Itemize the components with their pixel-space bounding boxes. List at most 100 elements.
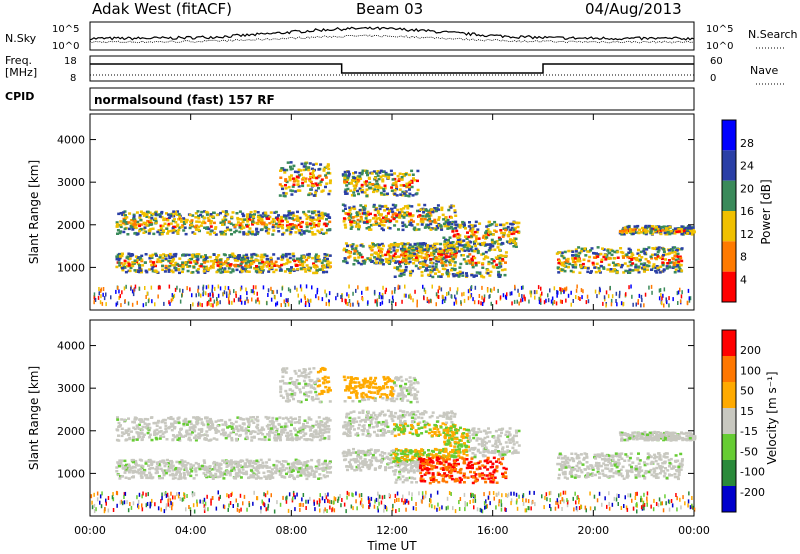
- power-echo-cell: [419, 255, 423, 258]
- velocity-echo-cell: [218, 475, 222, 478]
- velocity-echo-cell: [321, 468, 325, 471]
- power-echo-cell: [464, 235, 467, 238]
- power-echo-cell: [458, 223, 462, 227]
- power-echo-cell: [450, 204, 454, 207]
- power-echo-cell: [429, 222, 433, 226]
- power-echo-cell: [400, 178, 404, 181]
- power-echo-cell: [317, 210, 321, 214]
- power-echo-cell: [119, 220, 123, 223]
- power-scatter-cell: [686, 301, 689, 306]
- velocity-echo-cell: [255, 459, 259, 462]
- power-echo-cell: [410, 205, 414, 208]
- power-echo-cell: [186, 269, 190, 273]
- power-scatter-cell: [376, 298, 379, 303]
- power-echo-cell: [150, 217, 154, 220]
- power-scatter-cell: [235, 291, 237, 296]
- velocity-echo-cell: [299, 462, 303, 466]
- power-echo-cell: [505, 221, 509, 225]
- velocity-echo-cell: [148, 436, 152, 439]
- power-echo-cell: [159, 232, 163, 235]
- power-echo-cell: [382, 244, 385, 248]
- velocity-echo-cell: [327, 462, 331, 465]
- velocity-echo-cell: [187, 436, 191, 439]
- power-echo-cell: [361, 169, 365, 172]
- power-echo-cell: [312, 163, 316, 166]
- velocity-echo-cell: [249, 459, 253, 463]
- power-echo-cell: [173, 225, 177, 229]
- power-echo-cell: [463, 249, 467, 252]
- velocity-echo-cell: [211, 426, 215, 429]
- power-echo-cell: [437, 275, 441, 278]
- power-echo-cell: [224, 214, 228, 217]
- power-echo-cell: [287, 210, 291, 213]
- power-echo-cell: [236, 254, 240, 258]
- velocity-echo-cell: [325, 420, 329, 424]
- power-echo-cell: [500, 268, 504, 272]
- power-scatter-cell: [576, 284, 578, 289]
- power-echo-cell: [411, 173, 415, 176]
- velocity-echo-cell: [219, 432, 223, 436]
- power-echo-cell: [571, 250, 575, 253]
- power-echo-cell: [139, 210, 143, 213]
- power-echo-cell: [303, 267, 307, 271]
- power-echo-cell: [169, 213, 173, 216]
- power-echo-cell: [292, 218, 296, 222]
- power-echo-cell: [317, 254, 321, 258]
- velocity-echo-cell: [164, 427, 168, 431]
- power-echo-cell: [134, 223, 138, 227]
- power-echo-cell: [276, 257, 280, 260]
- velocity-echo-cell: [137, 472, 141, 475]
- power-echo-cell: [456, 271, 460, 275]
- velocity-echo-cell: [319, 431, 323, 434]
- power-echo-cell: [645, 248, 649, 251]
- power-echo-cell: [452, 257, 456, 261]
- power-echo-cell: [195, 220, 199, 223]
- power-echo-cell: [459, 262, 463, 266]
- power-echo-cell: [402, 213, 406, 216]
- power-echo-cell: [586, 270, 590, 274]
- power-echo-cell: [318, 174, 322, 178]
- power-echo-cell: [307, 168, 311, 172]
- power-echo-cell: [462, 239, 466, 242]
- power-scatter-cell: [435, 292, 438, 297]
- power-echo-cell: [468, 229, 472, 232]
- power-echo-cell: [382, 228, 385, 232]
- power-scatter-cell: [131, 289, 134, 294]
- power-echo-cell: [214, 226, 218, 229]
- power-echo-cell: [381, 263, 385, 266]
- power-echo-cell: [203, 261, 207, 264]
- power-scatter-cell: [321, 297, 324, 302]
- velocity-echo-cell: [294, 458, 298, 462]
- power-echo-cell: [365, 188, 369, 191]
- power-echo-cell: [688, 225, 692, 228]
- power-echo-cell: [325, 182, 329, 185]
- velocity-echo-cell: [223, 431, 227, 435]
- power-echo-cell: [272, 270, 276, 274]
- power-echo-cell: [417, 203, 421, 207]
- power-echo-cell: [304, 168, 308, 171]
- velocity-echo-cell: [212, 437, 216, 440]
- velocity-echo-cell: [169, 425, 173, 428]
- power-echo-cell: [408, 183, 412, 186]
- velocity-echo-cell: [293, 477, 296, 481]
- power-echo-cell: [642, 249, 646, 253]
- velocity-echo-cell: [263, 475, 267, 478]
- power-echo-cell: [624, 228, 628, 232]
- power-echo-cell: [405, 214, 409, 217]
- power-echo-cell: [405, 182, 409, 186]
- power-echo-cell: [140, 270, 143, 274]
- power-echo-cell: [457, 274, 461, 277]
- velocity-echo-cell: [141, 425, 145, 429]
- velocity-echo-cell: [280, 428, 284, 432]
- power-echo-cell: [305, 217, 309, 221]
- power-scatter-cell: [679, 287, 681, 292]
- power-echo-cell: [657, 268, 661, 271]
- velocity-echo-cell: [302, 434, 306, 437]
- power-scatter-cell: [144, 286, 146, 290]
- power-echo-cell: [402, 242, 406, 246]
- power-echo-cell: [272, 220, 276, 223]
- power-scatter-cell: [287, 298, 289, 302]
- power-scatter-cell: [557, 290, 559, 295]
- power-echo-cell: [300, 173, 303, 176]
- power-echo-cell: [312, 194, 316, 197]
